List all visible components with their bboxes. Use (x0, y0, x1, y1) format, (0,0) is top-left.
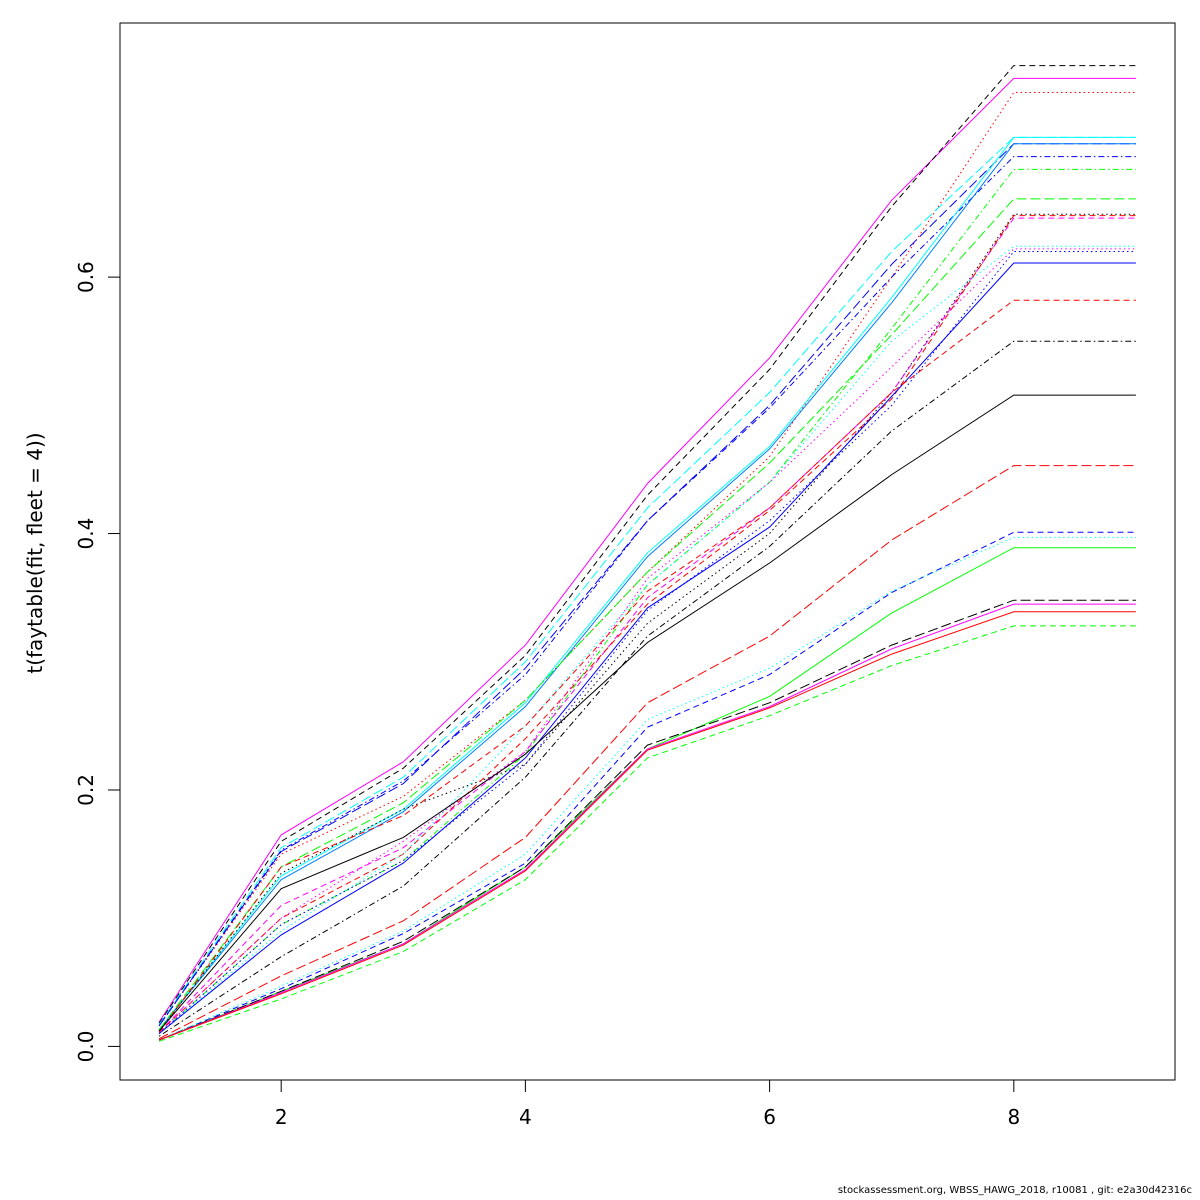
series-line-21 (158, 465, 1136, 1040)
series-line-16 (158, 248, 1136, 1033)
x-tick-label: 6 (763, 1105, 776, 1129)
series-line-13 (158, 215, 1136, 1033)
x-tick-label: 2 (275, 1105, 288, 1129)
series-line-26 (158, 603, 1136, 1041)
series-line-22 (158, 531, 1136, 1041)
series-line-14 (158, 245, 1136, 1034)
y-tick-label: 0.0 (74, 1031, 98, 1063)
x-tick-label: 8 (1007, 1105, 1020, 1129)
series-line-3 (158, 92, 1136, 1027)
series-line-15 (158, 251, 1136, 1034)
series-line-11 (158, 213, 1136, 1032)
series-line-25 (158, 599, 1136, 1041)
series-line-18 (158, 299, 1136, 1033)
series-line-28 (158, 625, 1136, 1042)
series-line-9 (158, 143, 1136, 1031)
series-line-5 (158, 143, 1136, 1027)
series-line-12 (158, 217, 1136, 1033)
series-layer (158, 65, 1136, 1042)
series-line-19 (158, 340, 1136, 1037)
y-axis-title: t(faytable(fit, fleet = 4)) (23, 432, 47, 673)
series-line-2 (158, 65, 1136, 1024)
series-line-1 (158, 77, 1136, 1023)
series-line-10 (158, 198, 1136, 1030)
series-line-20 (158, 394, 1136, 1032)
series-line-17 (158, 262, 1136, 1034)
series-line-24 (158, 547, 1136, 1041)
series-line-27 (158, 611, 1136, 1041)
x-tick-label: 4 (519, 1105, 532, 1129)
series-line-23 (158, 536, 1136, 1041)
series-line-4 (158, 136, 1136, 1025)
footer-note: stockassessment.org, WBSS_HAWG_2018, r10… (837, 1185, 1192, 1196)
y-tick-label: 0.2 (74, 774, 98, 806)
y-axis: 0.0 0.2 0.4 0.6 (74, 261, 121, 1063)
y-tick-label: 0.4 (74, 518, 98, 550)
x-axis: 2 4 6 8 (275, 1079, 1020, 1129)
y-tick-label: 0.6 (74, 261, 98, 293)
series-line-7 (158, 168, 1136, 1034)
series-line-8 (158, 136, 1136, 1031)
